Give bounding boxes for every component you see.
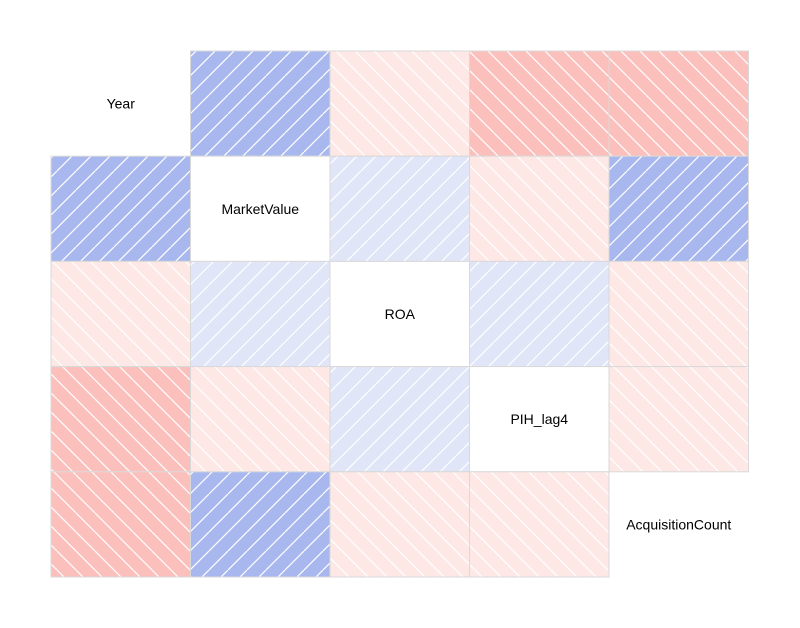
correlation-cell (190, 471, 331, 578)
cell-hatch (608, 260, 749, 368)
variable-label: Year (107, 96, 136, 112)
cell-hatch (190, 366, 331, 473)
correlation-cell (50, 155, 191, 262)
correlation-cell (608, 366, 749, 473)
correlation-cell (190, 260, 331, 368)
cell-hatch (608, 50, 749, 157)
correlation-cell (329, 366, 470, 473)
cell-hatch (469, 50, 610, 157)
correlation-cell (469, 471, 610, 578)
cell-hatch (329, 366, 470, 473)
cell-hatch (50, 471, 191, 578)
cell-hatch (608, 366, 749, 473)
correlation-cell (608, 50, 749, 157)
correlation-cells (50, 50, 749, 578)
cell-hatch (190, 471, 331, 578)
diagonal-cell (469, 366, 610, 473)
correlation-cell (50, 471, 191, 578)
variable-label: MarketValue (221, 201, 299, 217)
correlation-cell (329, 471, 470, 578)
correlation-cell (469, 260, 610, 368)
cell-hatch (608, 155, 749, 262)
correlation-cell (469, 50, 610, 157)
cell-hatch (469, 471, 610, 578)
variable-labels: Year MarketValue ROA PIH_lag4 AcquisitionCou… (107, 96, 732, 533)
cell-hatch (50, 155, 191, 262)
correlation-cell (190, 366, 331, 473)
correlation-cell (329, 50, 470, 157)
correlation-cell (608, 155, 749, 262)
diagonal-cell (329, 260, 470, 368)
correlation-cell (469, 155, 610, 262)
cell-hatch (469, 260, 610, 368)
correlation-cell (50, 260, 191, 368)
cell-hatch (469, 155, 610, 262)
cell-hatch (190, 260, 331, 368)
cell-hatch (50, 366, 191, 473)
variable-label: PIH_lag4 (510, 411, 568, 427)
cell-hatch (329, 155, 470, 262)
correlation-cell (329, 155, 470, 262)
cell-hatch (190, 50, 331, 157)
diagonal-cell (190, 155, 331, 262)
correlation-cell (190, 50, 331, 157)
cell-hatch (329, 50, 470, 157)
cell-hatch (329, 471, 470, 578)
correlation-cell (50, 366, 191, 473)
variable-label: ROA (385, 306, 416, 322)
cell-hatch (50, 260, 191, 368)
correlation-cell (608, 260, 749, 368)
variable-label: AcquisitionCount (626, 516, 731, 532)
